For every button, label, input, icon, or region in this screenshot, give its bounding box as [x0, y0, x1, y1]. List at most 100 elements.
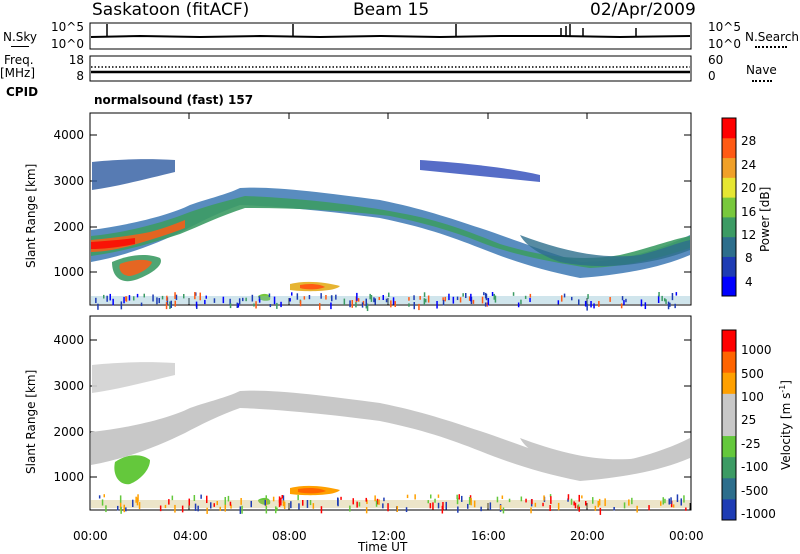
power-ytick: 1000 — [53, 265, 84, 279]
xaxis-label: Time UT — [358, 540, 408, 554]
echo-speckle — [406, 494, 409, 499]
echo-speckle — [441, 505, 444, 514]
echo-speckle — [665, 299, 667, 304]
echo-speckle — [543, 495, 545, 501]
power-colorbar-frame — [721, 117, 737, 297]
echo-speckle — [604, 498, 606, 507]
echo-speckle — [376, 498, 379, 505]
echo-speckle — [578, 506, 580, 512]
echo-speckle — [494, 295, 497, 303]
echo-speckle — [309, 500, 312, 506]
velocity-cb-tick: -100 — [741, 460, 769, 474]
echo-speckle — [120, 506, 122, 514]
echo-speckle — [571, 296, 573, 301]
freq-right-tick-top: 60 — [708, 53, 724, 67]
power-echo-band-core — [91, 238, 135, 249]
echo-speckle — [392, 297, 395, 305]
echo-speckle — [524, 295, 527, 299]
colorbar-segment — [722, 414, 736, 437]
power-cb-tick: 24 — [741, 158, 757, 172]
echo-speckle — [672, 504, 675, 508]
noise-left-tick-top: 10^5 — [51, 20, 84, 34]
echo-speckle — [529, 297, 531, 303]
echo-speckle — [265, 495, 267, 500]
echo-speckle — [620, 303, 623, 309]
echo-speckle — [365, 298, 367, 307]
echo-speckle — [289, 298, 291, 302]
velocity-ground-scatter — [91, 500, 690, 508]
colorbar-segment — [722, 157, 736, 178]
velocity-echo-lower-arc — [520, 438, 690, 470]
echo-speckle — [499, 505, 502, 511]
echo-speckle — [269, 304, 272, 308]
echo-speckle — [394, 301, 396, 308]
echo-speckle — [103, 294, 105, 299]
echo-speckle — [578, 494, 580, 502]
colorbar-segment — [722, 372, 736, 394]
echo-speckle — [268, 293, 271, 298]
echo-speckle — [174, 504, 176, 513]
echo-speckle — [423, 298, 426, 306]
echo-speckle — [291, 292, 293, 296]
echo-speckle — [674, 303, 676, 309]
echo-speckle — [623, 502, 626, 509]
echo-speckle — [358, 502, 361, 507]
echo-speckle — [169, 301, 171, 309]
echo-speckle — [414, 494, 416, 500]
echo-speckle — [355, 302, 357, 308]
echo-speckle — [325, 295, 327, 300]
echo-speckle — [330, 302, 332, 310]
echo-speckle — [385, 298, 388, 303]
echo-speckle — [586, 303, 588, 311]
echo-speckle — [117, 505, 119, 511]
echo-speckle — [165, 302, 168, 310]
colorbar-segment — [722, 197, 736, 218]
echo-speckle — [351, 300, 353, 308]
colorbar-segment — [722, 435, 736, 458]
echo-speckle — [462, 293, 464, 297]
power-echo-upper-patch — [92, 159, 175, 190]
echo-speckle — [159, 505, 162, 512]
echo-speckle — [370, 295, 373, 302]
velocity-colorbar-frame — [721, 329, 737, 521]
echo-speckle — [193, 495, 196, 501]
echo-speckle — [343, 298, 346, 305]
echo-speckle — [125, 296, 127, 301]
power-echoes — [91, 159, 690, 312]
xtick-label: 20:00 — [570, 529, 605, 543]
echo-speckle — [470, 293, 472, 302]
echo-speckle — [265, 505, 268, 514]
cpid-label: CPID — [6, 85, 39, 99]
echo-speckle — [427, 295, 430, 303]
echo-speckle — [272, 496, 275, 502]
velocity-cb-tick: 25 — [741, 413, 757, 427]
echo-speckle — [534, 502, 537, 507]
echo-speckle — [255, 301, 257, 309]
echo-speckle — [429, 503, 432, 509]
echo-speckle — [458, 494, 460, 500]
echo-speckle — [405, 507, 408, 513]
echo-speckle — [472, 299, 475, 304]
echo-speckle — [442, 502, 444, 510]
echo-speckle — [258, 296, 261, 301]
echo-speckle — [683, 495, 685, 503]
echo-speckle — [283, 501, 286, 509]
echo-speckle — [101, 499, 104, 506]
echo-speckle — [174, 300, 176, 307]
echo-speckle — [382, 295, 384, 301]
power-colorbar — [722, 118, 736, 297]
echo-speckle — [303, 296, 306, 300]
echo-speckle — [166, 295, 168, 301]
echo-speckle — [456, 497, 459, 505]
velocity-ytick: 2000 — [53, 425, 84, 439]
echo-speckle — [623, 300, 625, 305]
echo-speckle — [456, 296, 459, 301]
echo-speckle — [366, 499, 368, 504]
colorbar-segment — [722, 236, 736, 257]
x-tick-marks — [89, 113, 691, 510]
echo-speckle — [125, 507, 127, 512]
echo-speckle — [356, 292, 358, 301]
echo-speckle — [436, 301, 438, 309]
power-ytick: 2000 — [53, 220, 84, 234]
echo-speckle — [161, 295, 164, 300]
